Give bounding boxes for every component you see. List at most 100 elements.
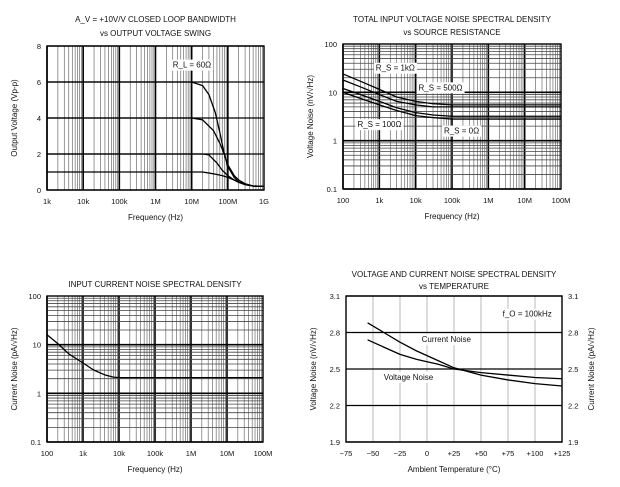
y-tick-label: 100 [28, 292, 41, 301]
y-axis-label: Output Voltage (Vp-p) [10, 79, 19, 157]
y-right-tick-label: 1.9 [568, 438, 578, 447]
x-tick-label: 1k [79, 449, 87, 458]
y-tick-label: 0 [37, 186, 41, 195]
y-tick-label: 10 [329, 88, 337, 97]
chart-title: TOTAL INPUT VOLTAGE NOISE SPECTRAL DENSI… [353, 15, 551, 24]
annotation-label: R_S = 1kΩ [376, 64, 415, 73]
series-line-4 [47, 171, 265, 188]
y-tick-label: 2.2 [330, 402, 340, 411]
y-tick-label: 6 [37, 78, 41, 87]
y-tick-label: 1 [37, 389, 41, 398]
x-tick-label: 100k [444, 196, 461, 205]
annotation-label: Current Noise [422, 335, 472, 344]
x-tick-label: 100k [111, 197, 128, 206]
chart-2: TOTAL INPUT VOLTAGE NOISE SPECTRAL DENSI… [306, 15, 570, 221]
y-right-tick-label: 2.5 [568, 365, 578, 374]
y-right-tick-label: 2.2 [568, 402, 578, 411]
annotation-background [441, 125, 482, 137]
x-tick-label: 100M [552, 196, 571, 205]
y-axis-label: Voltage Noise (nV/√Hz) [306, 75, 315, 158]
y-tick-label: 4 [37, 114, 41, 123]
x-tick-label: +25 [448, 449, 461, 458]
annotation-background [373, 62, 417, 74]
annotation-label: R_S = 0Ω [444, 127, 479, 136]
x-axis-label: Frequency (Hz) [127, 465, 182, 474]
x-tick-label: 10k [113, 449, 125, 458]
chart-title: A_V = +10V/V CLOSED LOOP BANDWIDTH [75, 15, 236, 24]
annotation-background [355, 119, 404, 131]
x-tick-label: 100M [218, 197, 237, 206]
y-tick-label: 1.9 [330, 438, 340, 447]
y-tick-label: 10 [33, 341, 41, 350]
x-tick-label: +75 [502, 449, 515, 458]
x-axis-label: Frequency (Hz) [128, 213, 183, 222]
series-line-2 [342, 79, 561, 108]
y-tick-label: 0.1 [327, 185, 337, 194]
chart-1: A_V = +10V/V CLOSED LOOP BANDWIDTH vs OUT… [10, 15, 269, 222]
y-right-tick-label: 3.1 [568, 292, 578, 301]
x-tick-label: −75 [340, 449, 353, 458]
x-tick-label: +100 [527, 449, 544, 458]
y-right-tick-label: 2.8 [568, 329, 578, 338]
annotation-background [170, 59, 214, 71]
chart-3: INPUT CURRENT NOISE SPECTRAL DENSITY 100 1… [10, 280, 272, 474]
annotation-background [381, 371, 436, 383]
series-line-3 [342, 87, 561, 117]
x-tick-label: 100 [337, 196, 350, 205]
x-tick-label: −25 [394, 449, 407, 458]
annotation-background [500, 308, 554, 320]
y-axis-label-right: Current Noise (pA/√Hz) [587, 327, 596, 410]
series-line-1 [367, 322, 563, 387]
x-tick-label: 100 [41, 449, 54, 458]
plot-frame [46, 295, 264, 443]
chart-4: VOLTAGE AND CURRENT NOISE SPECTRAL DENSI… [309, 270, 596, 474]
annotation-background [416, 82, 465, 94]
x-tick-label: 1k [375, 196, 383, 205]
series-line-1 [342, 73, 561, 106]
y-tick-label: 3.1 [330, 292, 340, 301]
series-line-1 [46, 334, 263, 379]
y-tick-label: 1 [333, 137, 337, 146]
x-axis-label: Ambient Temperature (°C) [408, 465, 501, 474]
y-tick-label: 100 [324, 40, 337, 49]
annotation-label: Voltage Noise [384, 373, 434, 382]
annotation-label: R_L = 60Ω [173, 61, 211, 70]
plot-frame [345, 295, 563, 443]
annotation-label: R_S = 100Ω [357, 120, 401, 129]
annotation-label: R_S = 500Ω [419, 83, 463, 92]
chart-subtitle: vs SOURCE RESISTANCE [403, 28, 500, 37]
series-line-4 [342, 91, 561, 120]
y-tick-label: 2.5 [330, 365, 340, 374]
x-tick-label: 1k [43, 197, 51, 206]
x-tick-label: 1M [483, 196, 493, 205]
x-tick-label: 10M [517, 196, 532, 205]
x-tick-label: 100k [147, 449, 164, 458]
chart-title: VOLTAGE AND CURRENT NOISE SPECTRAL DENSI… [352, 270, 557, 279]
x-tick-label: 10k [77, 197, 89, 206]
y-tick-label: 0.1 [31, 438, 41, 447]
grid [46, 296, 263, 443]
x-tick-label: 10M [184, 197, 199, 206]
annotation-background [419, 334, 474, 346]
annotation-label: f_O = 100kHz [503, 310, 552, 319]
x-tick-label: 10k [410, 196, 422, 205]
x-tick-label: 100M [254, 449, 273, 458]
y-axis-label: Current Noise (pA/√Hz) [10, 327, 19, 410]
y-tick-label: 8 [37, 42, 41, 51]
x-axis-label: Frequency (Hz) [424, 212, 479, 221]
series-line-2 [367, 339, 563, 380]
y-axis-label: Voltage Noise (nV/√Hz) [309, 327, 318, 410]
x-tick-label: 1M [186, 449, 196, 458]
x-tick-label: −50 [367, 449, 380, 458]
x-tick-label: 0 [425, 449, 429, 458]
y-tick-label: 2 [37, 150, 41, 159]
chart-subtitle: vs OUTPUT VOLTAGE SWING [100, 29, 211, 38]
x-tick-label: +50 [475, 449, 488, 458]
chart-subtitle: vs TEMPERATURE [419, 282, 489, 291]
x-tick-label: +125 [554, 449, 571, 458]
x-tick-label: 10M [220, 449, 235, 458]
x-tick-label: 1G [259, 197, 269, 206]
chart-title: INPUT CURRENT NOISE SPECTRAL DENSITY [68, 280, 242, 289]
